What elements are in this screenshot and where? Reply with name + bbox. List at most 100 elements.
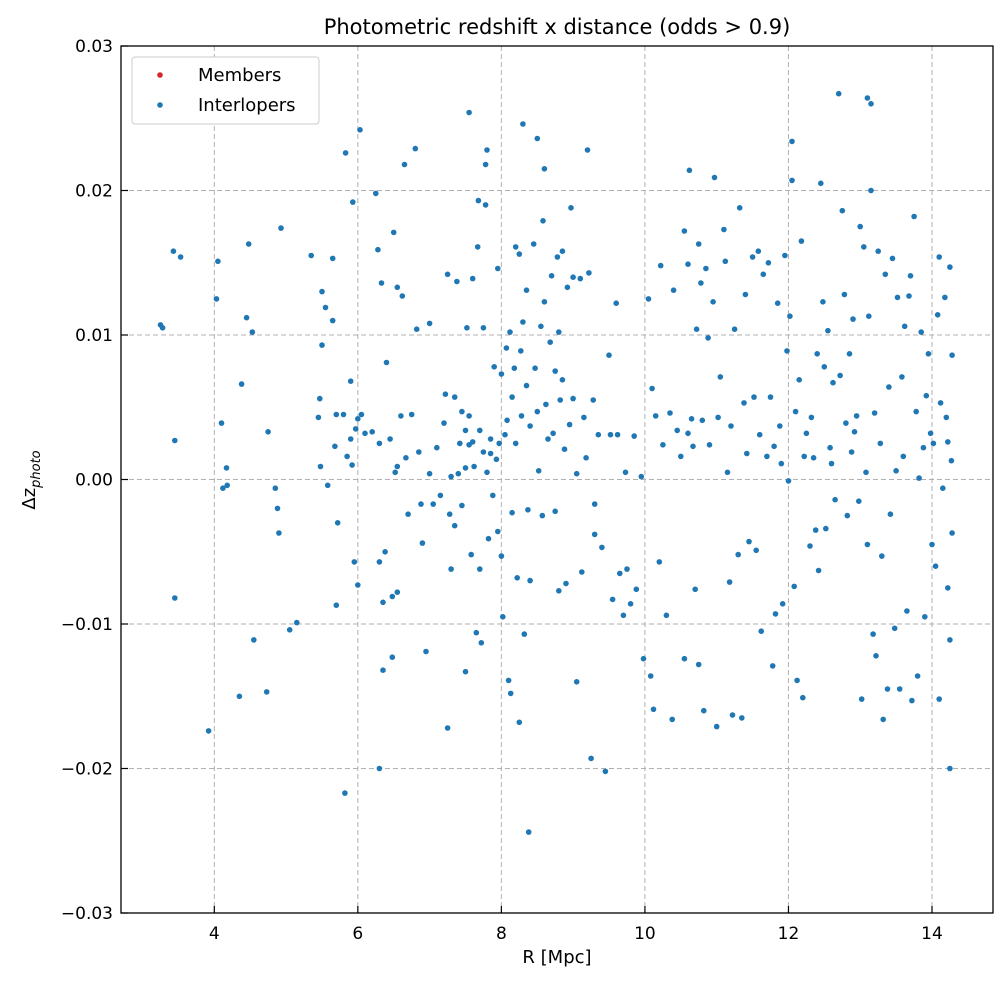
scatter-point: [534, 408, 541, 415]
scatter-point: [480, 325, 487, 331]
scatter-point: [550, 430, 556, 437]
scatter-point: [350, 199, 356, 205]
scatter-point: [464, 325, 470, 331]
scatter-point: [877, 440, 884, 447]
scatter-point: [736, 205, 743, 211]
scatter-point: [911, 213, 917, 220]
scatter-point: [274, 505, 281, 512]
scatter-point: [493, 456, 500, 463]
x-tick-label: 8: [496, 924, 507, 944]
scatter-point: [376, 559, 383, 565]
scatter-point: [710, 299, 716, 305]
scatter-point: [741, 400, 747, 406]
scatter-point: [373, 190, 379, 197]
scatter-point: [482, 161, 489, 168]
scatter-point: [841, 291, 848, 298]
scatter-point: [355, 416, 361, 422]
scatter-point: [650, 706, 657, 713]
scatter-point: [609, 596, 616, 603]
x-tick-label: 4: [209, 924, 220, 944]
scatter-point: [398, 413, 404, 419]
scatter-point: [347, 436, 354, 442]
scatter-point: [613, 300, 619, 307]
scatter-point: [329, 317, 336, 324]
scatter-point: [801, 453, 807, 460]
scatter-point: [920, 444, 927, 451]
scatter-point: [846, 351, 853, 357]
scatter-point: [818, 180, 824, 187]
scatter-point: [791, 583, 797, 590]
scatter-point: [949, 352, 955, 359]
scatter-point: [355, 582, 361, 588]
scatter-point: [693, 326, 700, 333]
scatter-point: [918, 329, 924, 335]
scatter-point: [249, 329, 256, 335]
scatter-point: [573, 679, 580, 685]
scatter-point: [459, 408, 465, 415]
scatter-point: [787, 313, 793, 320]
scatter-point: [584, 147, 591, 153]
scatter-point: [896, 686, 903, 692]
scatter-point: [362, 430, 368, 437]
scatter-point: [532, 365, 538, 372]
scatter-point: [591, 501, 598, 507]
scatter-point: [556, 588, 562, 594]
scatter-point: [746, 538, 752, 545]
scatter-point: [591, 531, 598, 538]
scatter-point: [756, 431, 763, 438]
scatter-point: [948, 457, 955, 464]
scatter-point: [760, 271, 767, 278]
scatter-point: [764, 453, 770, 460]
scatter-point: [514, 575, 520, 581]
scatter-point: [851, 429, 858, 435]
scatter-point: [556, 329, 562, 335]
scatter-point: [771, 443, 777, 450]
scatter-point: [667, 410, 673, 416]
scatter-point: [670, 287, 677, 294]
scatter-point: [480, 449, 487, 455]
scatter-point: [332, 443, 338, 450]
scatter-point: [342, 150, 349, 156]
scatter-point: [940, 485, 946, 492]
scatter-point: [715, 414, 721, 421]
scatter-point: [412, 145, 419, 152]
scatter-point: [590, 397, 596, 403]
scatter-point: [552, 508, 558, 515]
scatter-point: [731, 326, 738, 333]
scatter-point: [810, 455, 817, 461]
scatter-point: [627, 601, 634, 607]
scatter-point: [900, 453, 907, 460]
y-axis-label-base: Δz: [19, 488, 40, 510]
scatter-point: [705, 335, 711, 341]
scatter-point: [678, 453, 684, 460]
scatter-point: [491, 364, 498, 370]
scatter-point: [215, 258, 221, 265]
scatter-point: [251, 637, 257, 643]
x-tick-label: 14: [921, 924, 943, 944]
scatter-point: [815, 567, 822, 574]
scatter-point: [317, 463, 324, 470]
scatter-point: [451, 394, 458, 400]
scatter-point: [721, 226, 727, 233]
scatter-point: [844, 512, 851, 519]
scatter-point: [769, 663, 776, 669]
scatter-point: [947, 637, 953, 643]
scatter-point: [753, 547, 759, 554]
scatter-point: [904, 608, 910, 614]
data-points: [157, 90, 955, 835]
scatter-point: [863, 469, 869, 476]
scatter-point: [329, 255, 336, 262]
scatter-point: [579, 569, 585, 575]
scatter-point: [703, 265, 709, 272]
scatter-point: [724, 469, 731, 476]
scatter-point: [342, 790, 348, 796]
scatter-point: [570, 274, 576, 281]
scatter-point: [527, 423, 533, 429]
scatter-point: [936, 696, 942, 702]
scatter-point: [949, 530, 955, 536]
scatter-point: [913, 408, 919, 415]
scatter-point: [722, 258, 729, 265]
scatter-point: [434, 444, 440, 451]
scatter-point: [945, 585, 951, 591]
